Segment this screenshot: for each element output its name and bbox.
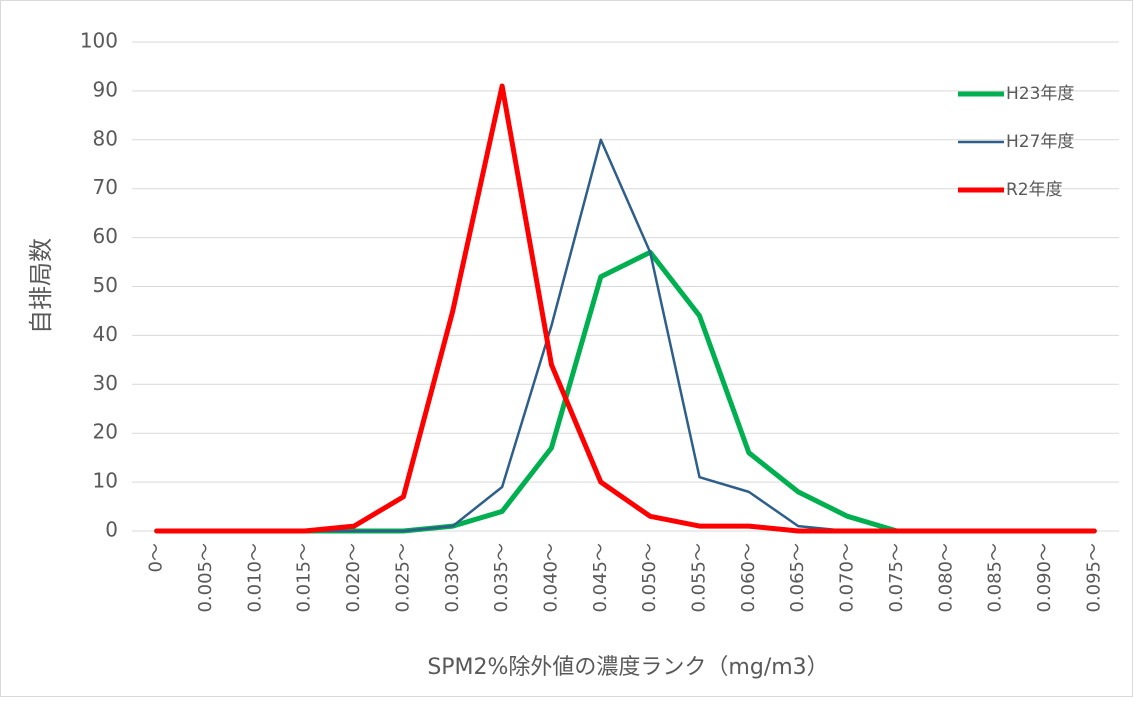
y-tick-label: 90 [93, 77, 118, 101]
x-tick-label: 0.050～ [639, 543, 660, 613]
y-tick-label: 60 [93, 224, 118, 248]
x-tick-label: 0.040～ [540, 543, 561, 613]
legend-label: R2年度 [1006, 180, 1063, 200]
x-tick-label: 0.010～ [244, 543, 265, 613]
x-tick-label: 0.025～ [392, 543, 413, 613]
y-tick-label: 80 [93, 126, 118, 150]
x-tick-label: 0.085～ [985, 543, 1006, 613]
y-tick-label: 0 [105, 518, 118, 542]
x-tick-label: 0.055～ [689, 543, 710, 613]
y-tick-label: 10 [93, 469, 118, 493]
x-tick-label: 0.070～ [837, 543, 858, 613]
x-tick-label: 0.015～ [294, 543, 315, 613]
x-tick-label: 0.005～ [195, 543, 216, 613]
x-tick-label: 0.045～ [590, 543, 611, 613]
x-tick-label: 0.095～ [1083, 543, 1104, 613]
x-tick-label: 0.035～ [491, 543, 512, 613]
x-tick-label: 0.075～ [886, 543, 907, 613]
x-axis-title: SPM2%除外値の濃度ランク（mg/m3） [427, 655, 828, 680]
x-tick-label: 0.065～ [787, 543, 808, 613]
y-tick-label: 30 [93, 371, 118, 395]
y-tick-label: 40 [93, 322, 118, 346]
x-tick-label: 0.030～ [442, 543, 463, 613]
legend-label: H27年度 [1006, 132, 1074, 152]
y-tick-label: 20 [93, 420, 118, 444]
x-tick-label: 0.060～ [738, 543, 759, 613]
line-series [154, 83, 1097, 534]
y-axis-title: 自排局数 [27, 238, 55, 334]
x-tick-label: 0～ [146, 543, 167, 572]
x-tick-label: 0.090～ [1034, 543, 1055, 613]
y-tick-label: 50 [93, 273, 118, 297]
legend-label: H23年度 [1006, 84, 1074, 104]
x-tick-label: 0.080～ [935, 543, 956, 613]
y-tick-label: 100 [80, 29, 118, 53]
x-tick-label: 0.020～ [343, 543, 364, 613]
y-tick-label: 70 [93, 175, 118, 199]
